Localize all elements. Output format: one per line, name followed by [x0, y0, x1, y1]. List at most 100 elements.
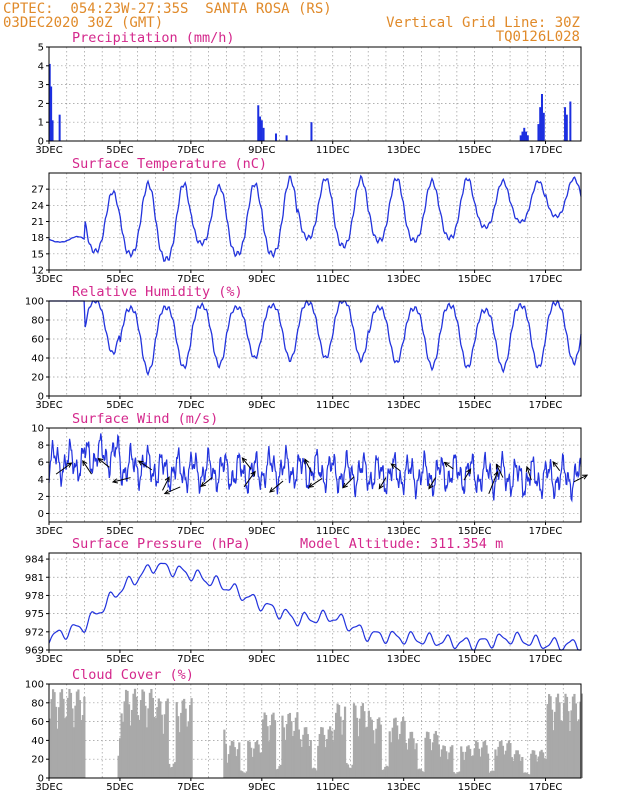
cloud-bar [294, 717, 297, 778]
cloud-bar [506, 743, 509, 778]
cloud-bar [463, 759, 466, 778]
cloud-title: Cloud Cover (%) [72, 667, 194, 683]
cloud-bar [340, 734, 344, 778]
cloud-bar [165, 701, 168, 778]
cloud-bar [558, 702, 561, 778]
cloud-bar [360, 705, 363, 778]
cloud-bar [451, 745, 454, 778]
y-tick-label: 6 [38, 458, 44, 469]
cloud-bar [144, 705, 147, 778]
cloud-bar [473, 748, 476, 778]
cloud-bar [512, 760, 515, 778]
cloud-bar [494, 749, 497, 778]
cloud-bar [250, 747, 253, 778]
cloud-bar [436, 735, 439, 778]
cloud-bar [483, 740, 487, 778]
cloud-bar [284, 739, 287, 778]
cloud-bar [355, 717, 359, 778]
y-tick-label: 0 [38, 509, 44, 520]
cloud-bar [169, 767, 172, 778]
cloud-bar [501, 745, 505, 778]
x-tick-label: 3DEC [35, 654, 62, 665]
cloud-bar [525, 772, 528, 778]
cloud-bar [443, 746, 446, 778]
cloud-bar [260, 752, 263, 778]
wind-arrow [378, 477, 387, 490]
cloud-bar [518, 754, 521, 778]
cloud-bar [330, 730, 333, 778]
cloud-bar [349, 768, 353, 778]
x-tick-label: 7DEC [177, 526, 204, 537]
y-tick-label: 40 [31, 354, 44, 365]
cloud-bar [309, 740, 312, 778]
cloud-bar [561, 721, 564, 778]
cloud-bar [467, 745, 470, 778]
wind-arrow [243, 470, 256, 488]
y-tick-label: 80 [31, 316, 44, 327]
cloud-bar [437, 744, 440, 778]
cloud-bar [189, 705, 192, 778]
y-tick-label: 978 [25, 591, 44, 602]
y-tick-label: 969 [25, 646, 44, 657]
cloud-bar [388, 731, 391, 778]
cloud-bar [384, 766, 387, 778]
cloud-bar [552, 730, 555, 778]
cloud-bar [279, 764, 283, 778]
x-tick-label: 3DEC [35, 274, 62, 285]
cloud-bar [530, 753, 533, 778]
wind-arrow [488, 470, 499, 494]
cloud-bar [63, 718, 67, 778]
x-tick-label: 9DEC [248, 400, 275, 411]
x-tick-label: 9DEC [248, 145, 275, 156]
y-tick-label: 0 [38, 774, 44, 785]
y-tick-label: 4 [38, 61, 44, 72]
cloud-bar [345, 762, 348, 778]
cloud-bar [74, 705, 77, 778]
cloud-bar [482, 741, 485, 778]
y-tick-label: 0 [38, 392, 44, 403]
cloud-bar [363, 711, 366, 778]
cloud-bar [570, 710, 573, 778]
cloud-bar [439, 756, 442, 778]
cloud-bar [405, 742, 408, 778]
cloud-bar [281, 715, 284, 778]
wind-arrow [82, 459, 92, 475]
cloud-bar [476, 742, 479, 778]
cloud-bar [402, 716, 405, 778]
cloud-bar [373, 743, 376, 778]
cloud-bar [239, 770, 242, 778]
cloud-bar [327, 729, 330, 778]
cloud-bar [314, 768, 317, 778]
pressure-line [48, 562, 581, 651]
x-tick-label: 9DEC [248, 274, 275, 285]
y-tick-label: 100 [25, 680, 44, 691]
precip-bar [565, 114, 568, 141]
cloud-bar [491, 770, 494, 778]
x-tick-label: 11DEC [316, 654, 350, 665]
cloud-bar [50, 699, 53, 778]
y-tick-label: 972 [25, 627, 44, 638]
cloud-bar [180, 712, 183, 778]
cloud-bar [430, 750, 433, 778]
x-tick-label: 13DEC [387, 654, 421, 665]
y-tick-label: 5 [38, 43, 44, 54]
y-tick-label: 984 [25, 555, 44, 566]
cloud-panel: 0 20 40 60 80 100 3DEC 5DEC 7DEC 9DEC 11DEC 13DEC 15… [25, 667, 583, 793]
precip-bar [310, 122, 313, 141]
cloud-bar [449, 746, 452, 778]
cloud-bar [418, 768, 421, 778]
wind-arrow [390, 463, 401, 472]
y-tick-label: 27 [31, 185, 44, 196]
y-tick-label: 8 [38, 441, 44, 452]
cloud-bar [168, 763, 171, 778]
cloud-bar [253, 748, 256, 778]
x-tick-label: 7DEC [177, 145, 204, 156]
cloud-bar [548, 694, 551, 778]
cloud-bar [273, 720, 277, 778]
cloud-bar [71, 708, 74, 778]
cloud-bar [223, 729, 226, 778]
x-tick-label: 15DEC [458, 526, 492, 537]
cloud-bar [460, 746, 463, 778]
header-date: 03DEC2020 30Z (GMT) [3, 15, 164, 31]
x-tick-label: 11DEC [316, 526, 350, 537]
